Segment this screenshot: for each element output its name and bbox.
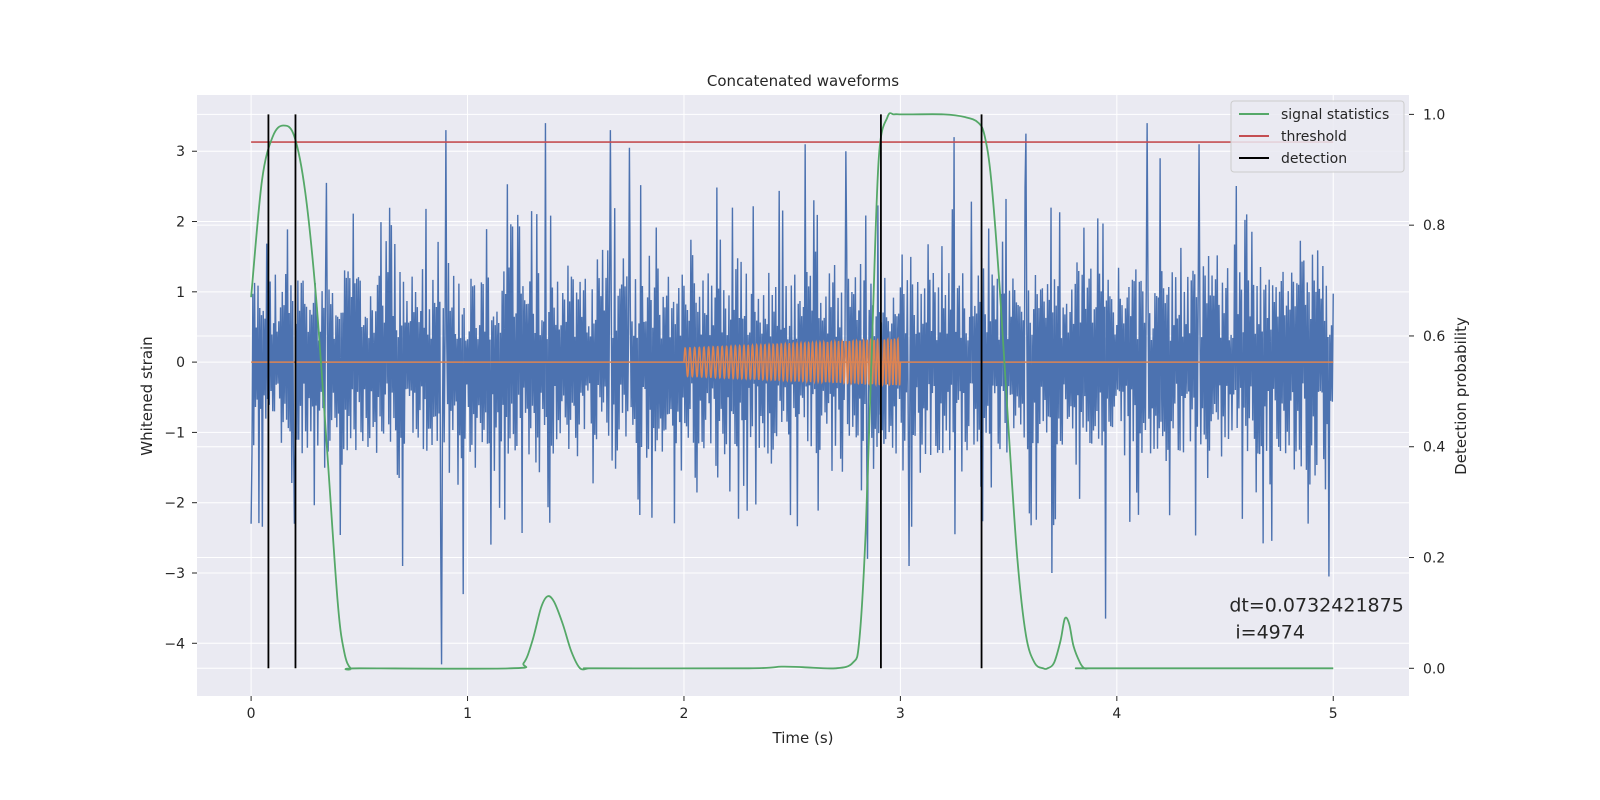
y-tick-label: −1 [164, 425, 185, 441]
annotation-dt: dt=0.0732421875 [1229, 595, 1403, 617]
y-axis-ticks: −4 −3 −2 −1 0 1 2 3 [164, 144, 197, 652]
x-tick-label: 5 [1329, 706, 1338, 722]
detection-series [267, 114, 983, 669]
legend-label-threshold: threshold [1281, 129, 1347, 145]
y2-tick-label: 0.0 [1423, 661, 1445, 677]
y-tick-label: 2 [176, 215, 185, 231]
signal-statistics-series [250, 112, 1334, 671]
y-tick-label: 0 [176, 355, 185, 371]
x-tick-label: 2 [680, 706, 689, 722]
y-tick-label: 3 [176, 144, 185, 160]
y2-axis-label: Detection probability [1452, 317, 1470, 475]
y2-tick-label: 1.0 [1423, 107, 1445, 123]
y-tick-label: −3 [164, 566, 185, 582]
x-axis-ticks: 0 1 2 3 4 5 [247, 696, 1338, 722]
y2-tick-label: 0.2 [1423, 551, 1445, 567]
y-axis-label: Whitened strain [138, 336, 156, 455]
y2-tick-label: 0.8 [1423, 218, 1445, 234]
strain-series [250, 123, 1334, 665]
x-tick-label: 4 [1112, 706, 1121, 722]
legend-label-signal: signal statistics [1281, 107, 1389, 123]
template-series [251, 336, 1334, 388]
chart-title: Concatenated waveforms [707, 72, 899, 90]
y-tick-label: 1 [176, 285, 185, 301]
signal-statistics-line [250, 112, 1334, 671]
y-tick-label: −4 [164, 636, 185, 652]
y2-tick-label: 0.4 [1423, 440, 1445, 456]
x-tick-label: 0 [247, 706, 256, 722]
legend: signal statistics threshold detection [1230, 100, 1405, 173]
y-tick-label: −2 [164, 496, 185, 512]
template-chirp-line [683, 336, 902, 388]
annotation-index: i=4974 [1229, 622, 1305, 644]
legend-frame [1230, 100, 1405, 173]
x-axis-label: Time (s) [772, 729, 834, 747]
strain-line [250, 123, 1334, 665]
y2-tick-label: 0.6 [1423, 329, 1445, 345]
x-tick-label: 3 [896, 706, 905, 722]
legend-label-detection: detection [1281, 151, 1347, 167]
x-tick-label: 1 [463, 706, 472, 722]
y2-axis-ticks: 0.0 0.2 0.4 0.6 0.8 1.0 [1409, 107, 1445, 677]
